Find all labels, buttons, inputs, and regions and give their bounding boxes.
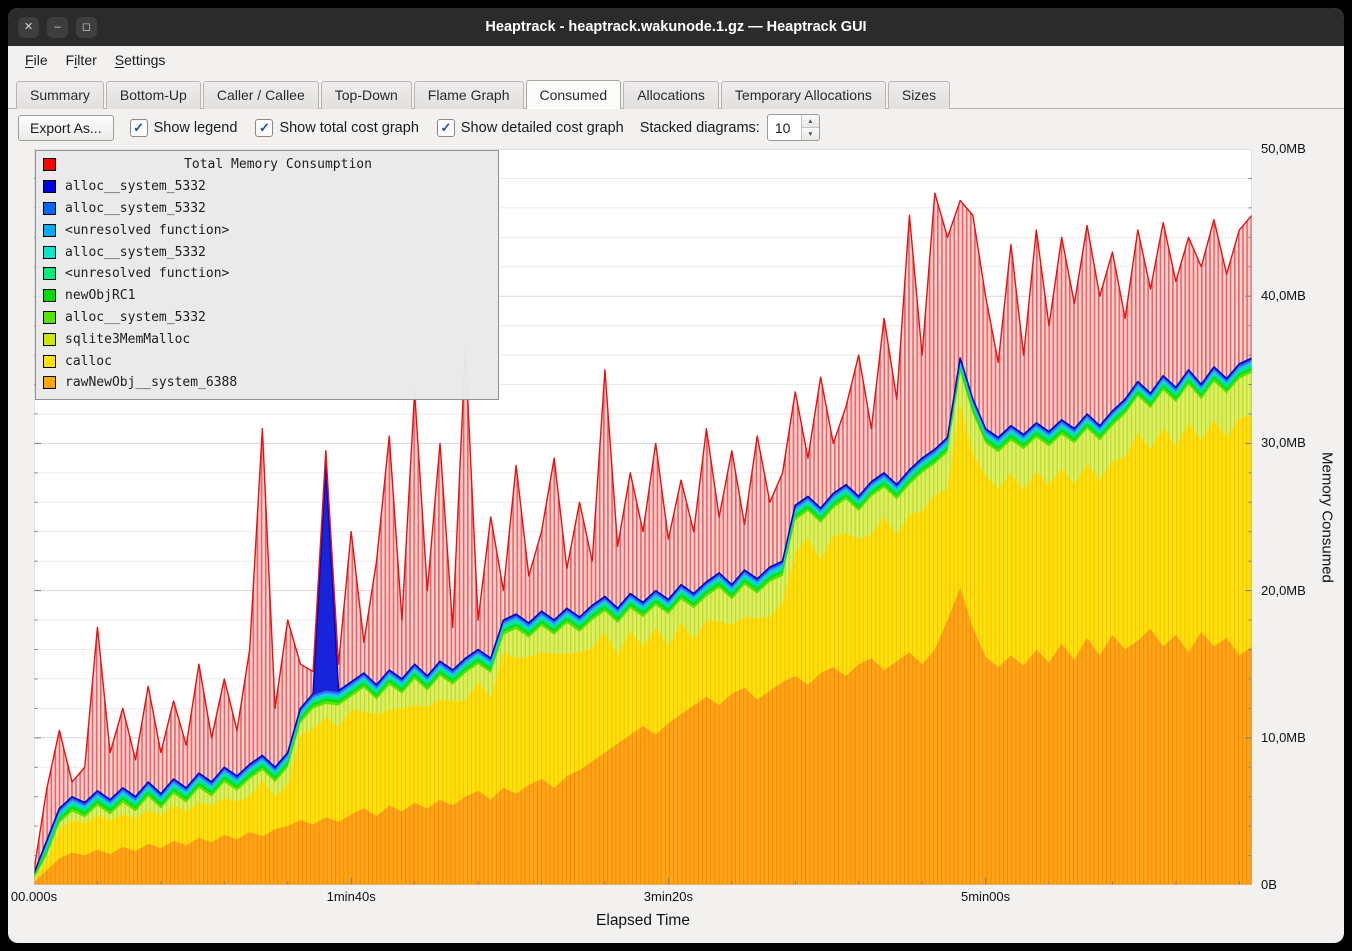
y-axis: 0B10,0MB20,0MB30,0MB40,0MB50,0MB [1252,149,1312,885]
legend-item: calloc [43,350,491,372]
checkbox-label: Show total cost graph [279,120,418,136]
legend-item-label: rawNewObj__system_6388 [65,375,237,390]
legend-item: newObjRC1 [43,285,491,307]
legend-item: <unresolved function> [43,219,491,241]
x-tick-label: 5min00s [961,889,1010,904]
legend-item: alloc__system_5332 [43,198,491,220]
tab-consumed[interactable]: Consumed [526,80,622,109]
tab-flame-graph[interactable]: Flame Graph [414,81,524,109]
legend-swatch [43,267,56,280]
maximize-button[interactable]: ◻ [76,17,97,38]
legend-item-label: sqlite3MemMalloc [65,332,190,347]
x-axis-title: Elapsed Time [34,909,1252,939]
checkbox-show-legend[interactable]: ✓ Show legend [130,119,238,137]
y-tick-label: 30,0MB [1261,435,1306,450]
y-tick-label: 40,0MB [1261,288,1306,303]
legend-item: alloc__system_5332 [43,307,491,329]
stacked-diagrams-value[interactable]: 10 [768,115,801,140]
legend-swatch [43,246,56,259]
tab-temporary-allocations[interactable]: Temporary Allocations [721,81,886,109]
legend-item-label: alloc__system_5332 [65,179,206,194]
legend-swatch [43,333,56,346]
legend-swatch [43,158,56,171]
checkbox-label: Show legend [154,120,238,136]
legend-item-label: newObjRC1 [65,288,135,303]
legend-item: rawNewObj__system_6388 [43,372,491,394]
spinner-buttons: ▲ ▼ [801,115,819,140]
legend-swatch [43,355,56,368]
legend-item-label: alloc__system_5332 [65,310,206,325]
legend-item-label: alloc__system_5332 [65,201,206,216]
tab-caller-callee[interactable]: Caller / Callee [203,81,319,109]
legend-title: Total Memory Consumption [65,157,491,172]
titlebar: ✕–◻ Heaptrack - heaptrack.wakunode.1.gz … [8,8,1344,46]
checkbox-box-icon[interactable]: ✓ [255,119,273,137]
checkbox-label: Show detailed cost graph [461,120,624,136]
close-button[interactable]: ✕ [18,17,39,38]
y-tick-label: 20,0MB [1261,583,1306,598]
legend-item: alloc__system_5332 [43,176,491,198]
heaptrack-window: ✕–◻ Heaptrack - heaptrack.wakunode.1.gz … [8,8,1344,943]
legend-swatch [43,202,56,215]
tab-allocations[interactable]: Allocations [623,81,719,109]
legend-item: <unresolved function> [43,263,491,285]
legend-swatch [43,289,56,302]
legend-swatch [43,376,56,389]
y-tick-label: 50,0MB [1261,141,1306,156]
menu-settings[interactable]: Settings [106,49,175,71]
legend-item-label: <unresolved function> [65,223,229,238]
x-axis: 00.000s1min40s3min20s5min00s [34,885,1252,909]
toolbar-checks: ✓ Show legend ✓ Show total cost graph ✓ Show … [130,119,624,137]
spin-down-button[interactable]: ▼ [802,127,819,140]
stacked-diagrams-spinner[interactable]: 10 ▲ ▼ [767,114,820,141]
legend-item-label: <unresolved function> [65,266,229,281]
x-tick-label: 1min40s [327,889,376,904]
tab-top-down[interactable]: Top-Down [321,81,412,109]
toolbar: Export As... ✓ Show legend ✓ Show total cos… [8,109,1344,146]
y-axis-title-text: Memory Consumed [1319,452,1336,583]
chart-region: Total Memory Consumption alloc__system_53… [8,146,1344,943]
tab-summary[interactable]: Summary [16,81,104,109]
checkbox-show-total-cost-graph[interactable]: ✓ Show total cost graph [255,119,418,137]
menubar: FileFilterSettings [8,46,1344,73]
checkbox-box-icon[interactable]: ✓ [437,119,455,137]
y-axis-title: Memory Consumed [1312,149,1342,885]
legend-swatch [43,311,56,324]
checkbox-box-icon[interactable]: ✓ [130,119,148,137]
menu-filter[interactable]: Filter [57,49,106,71]
stacked-diagrams-control: Stacked diagrams: 10 ▲ ▼ [640,114,820,141]
x-tick-label: 3min20s [644,889,693,904]
menu-file[interactable]: File [16,49,57,71]
spin-up-button[interactable]: ▲ [802,115,819,127]
x-tick-label: 00.000s [11,889,57,904]
tab-sizes[interactable]: Sizes [888,81,950,109]
memory-consumption-chart[interactable]: Total Memory Consumption alloc__system_53… [34,149,1252,885]
y-tick-label: 0B [1261,877,1277,892]
export-as-button[interactable]: Export As... [18,115,114,141]
legend-swatch [43,224,56,237]
legend-item-label: calloc [65,354,112,369]
legend-item: alloc__system_5332 [43,241,491,263]
tab-bar: SummaryBottom-UpCaller / CalleeTop-DownF… [8,73,1344,109]
legend-title-row: Total Memory Consumption [43,154,491,176]
window-controls: ✕–◻ [18,8,97,46]
checkbox-show-detailed-cost-graph[interactable]: ✓ Show detailed cost graph [437,119,624,137]
window-title: Heaptrack - heaptrack.wakunode.1.gz — He… [8,19,1344,35]
y-tick-label: 10,0MB [1261,730,1306,745]
minimize-button[interactable]: – [47,17,68,38]
legend-swatch [43,180,56,193]
legend-item: sqlite3MemMalloc [43,328,491,350]
legend-item-label: alloc__system_5332 [65,245,206,260]
stacked-diagrams-label: Stacked diagrams: [640,120,760,136]
tab-bottom-up[interactable]: Bottom-Up [106,81,201,109]
chart-legend: Total Memory Consumption alloc__system_53… [35,150,499,400]
